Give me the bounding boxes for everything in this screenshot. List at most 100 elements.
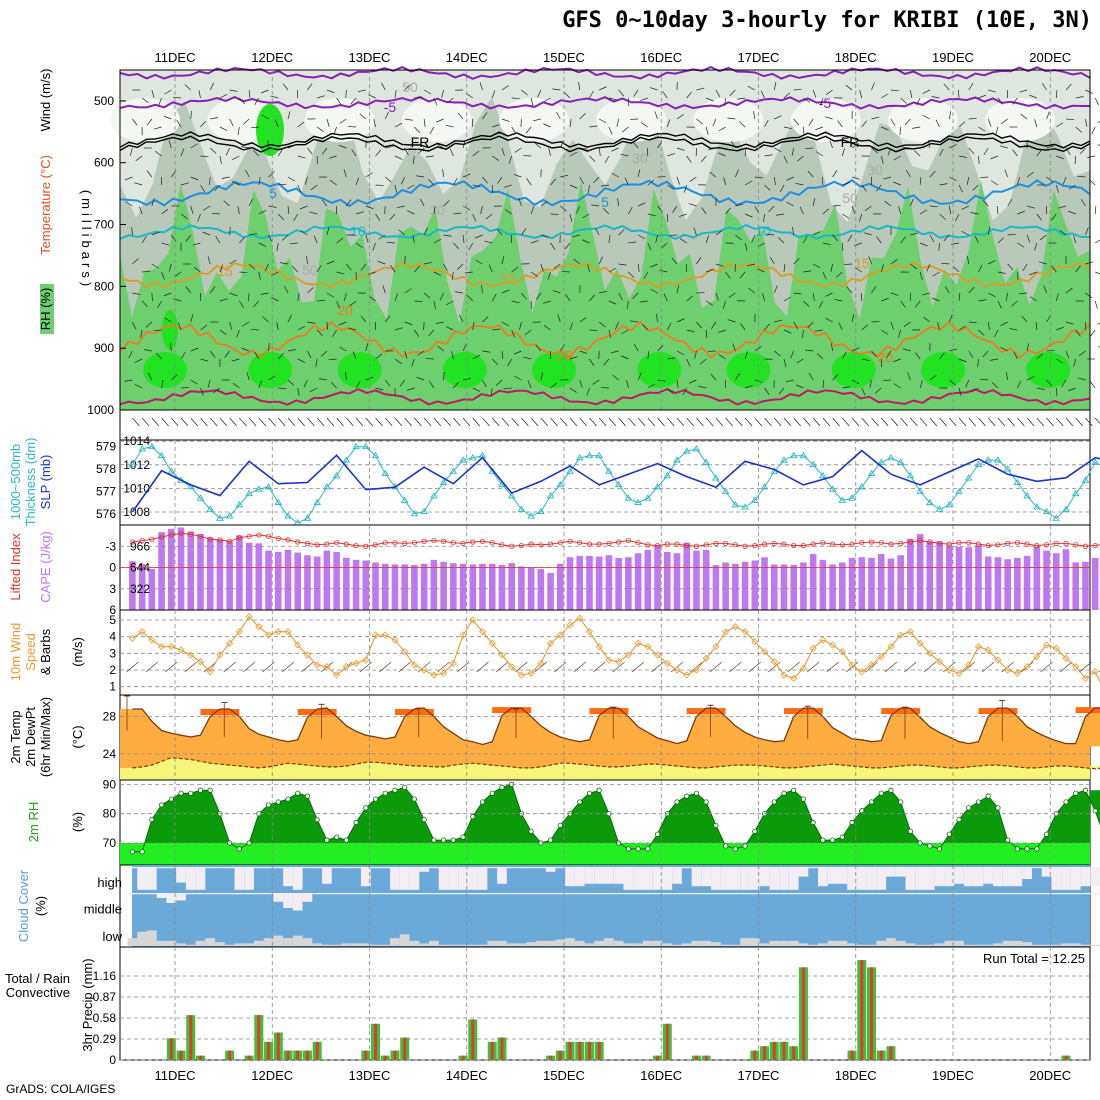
cloud-gap-high <box>681 867 692 869</box>
wind-barb <box>611 147 619 152</box>
wind-barb <box>384 315 391 323</box>
wind-barb <box>207 256 211 265</box>
wind-barb <box>978 94 987 99</box>
wind-barb <box>210 117 219 120</box>
cloud-gap-high <box>779 867 789 890</box>
cloud-gap-middle <box>146 893 157 895</box>
cloud-gap-high <box>711 867 721 890</box>
rh2-point <box>363 805 369 811</box>
wind10-point <box>770 658 778 666</box>
wind-barb <box>514 147 522 153</box>
cloud-gap-high <box>1080 867 1091 887</box>
wind-barb <box>859 90 863 99</box>
wind-barb <box>316 126 324 132</box>
wind-barb <box>355 380 361 389</box>
wind-barb <box>958 358 967 363</box>
cloud-gap-middle <box>545 893 556 895</box>
wind-barb <box>686 358 691 367</box>
wind-barb <box>923 316 931 323</box>
wind-barb <box>453 177 458 186</box>
wind-barb <box>453 381 459 389</box>
cloud-gap-low <box>419 943 430 946</box>
wind-barb <box>822 208 830 215</box>
wind-barb <box>404 321 413 326</box>
rh2-point <box>557 822 563 829</box>
wind-barb <box>261 89 269 94</box>
wind-barb <box>686 295 694 302</box>
cloud-gap-middle <box>642 893 653 895</box>
cloud-gap-low <box>1022 942 1032 946</box>
surface-barb <box>987 417 996 427</box>
lifted-index-point <box>742 543 748 549</box>
lifted-index-point <box>440 538 447 544</box>
cape-bar <box>936 541 943 610</box>
wind-barb <box>990 180 999 186</box>
lifted-index-point <box>684 542 690 549</box>
wind-barb <box>1021 315 1028 323</box>
wind-barb <box>464 271 473 274</box>
wind-barb <box>832 170 838 178</box>
dewpoint-line <box>132 756 1100 770</box>
cape-bar <box>877 553 885 610</box>
wind-barb <box>394 90 397 99</box>
cloud-gap-middle <box>555 893 566 895</box>
wind10-point <box>391 636 399 644</box>
cloud-gap-high <box>837 867 848 884</box>
wind10-barb <box>631 661 645 673</box>
wind-frame <box>119 609 1091 696</box>
wind-barb <box>491 358 499 365</box>
cape-bar <box>751 560 759 610</box>
wind-barb <box>608 267 617 273</box>
isotherm-frz-b <box>119 135 1091 153</box>
wind10-point <box>576 614 584 622</box>
wind-barb <box>418 147 425 154</box>
wind-barb <box>336 300 340 309</box>
cloud-gap-low <box>506 943 517 946</box>
wind-barb <box>633 89 639 97</box>
cloud-gap-middle <box>613 893 624 895</box>
cloud-gap-low <box>720 944 731 946</box>
wind-barb <box>346 263 352 271</box>
cape-bar <box>1091 557 1099 610</box>
wind-barb <box>919 380 923 389</box>
thickness-point <box>682 447 691 454</box>
wind10-point <box>401 648 409 656</box>
precip-conv-label: Convective <box>6 985 70 1000</box>
wind-barb <box>859 213 863 222</box>
rh2-point <box>158 802 165 808</box>
cloud-gap-high <box>438 867 449 890</box>
wind10-point <box>478 628 487 636</box>
wind-barb <box>795 384 804 389</box>
cape-bar <box>858 557 866 610</box>
lifted-index-point <box>664 541 670 547</box>
wind-barb <box>501 289 510 294</box>
cloud-gap-middle <box>526 893 536 895</box>
surface-barb <box>608 417 617 427</box>
wind-barb <box>902 348 911 352</box>
wind-barb <box>472 387 481 392</box>
wind-barb <box>287 314 292 323</box>
wind-barb <box>805 147 814 149</box>
wind-barb <box>424 261 433 265</box>
thickness-point <box>673 456 681 463</box>
wind-barb <box>550 382 558 389</box>
cloud-gap-middle <box>1070 893 1081 895</box>
wind-barb <box>709 171 717 178</box>
wind-barb <box>569 151 578 157</box>
wind-barb <box>436 118 444 123</box>
wind-barb <box>511 329 516 338</box>
wind-barb <box>968 286 975 294</box>
wind-barb <box>214 184 221 192</box>
wind-barb <box>626 380 629 389</box>
wind-barb <box>1036 213 1042 221</box>
lifted-index-point <box>470 539 476 545</box>
lifted-index-point <box>509 543 515 549</box>
wind-barb <box>1087 155 1096 158</box>
wind-barb <box>766 233 775 236</box>
precip-conv-bar <box>704 1055 708 1060</box>
wind-barb <box>816 353 824 360</box>
cape-bar <box>469 564 477 610</box>
wind-barb <box>129 147 133 156</box>
cloud-gap-middle <box>1090 893 1100 895</box>
cape-bar <box>245 542 253 610</box>
